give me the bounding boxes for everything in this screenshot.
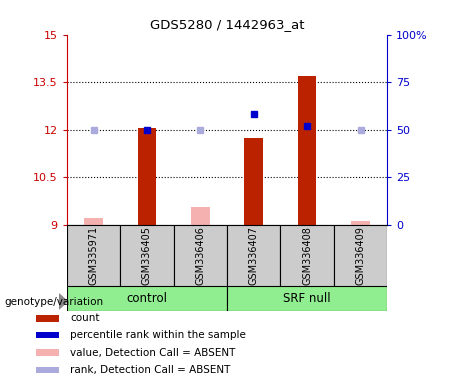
Bar — [67, 286, 227, 311]
Polygon shape — [59, 294, 67, 309]
Text: GSM336408: GSM336408 — [302, 226, 312, 285]
Bar — [334, 225, 387, 286]
Text: GSM336407: GSM336407 — [249, 226, 259, 285]
Bar — [298, 76, 317, 225]
Text: SRF null: SRF null — [284, 292, 331, 305]
Bar — [35, 349, 59, 356]
Text: value, Detection Call = ABSENT: value, Detection Call = ABSENT — [70, 348, 235, 358]
Bar — [35, 367, 59, 373]
Bar — [174, 225, 227, 286]
Text: genotype/variation: genotype/variation — [5, 297, 104, 307]
Bar — [137, 128, 156, 225]
Bar — [120, 225, 174, 286]
Title: GDS5280 / 1442963_at: GDS5280 / 1442963_at — [150, 18, 304, 31]
Bar — [227, 225, 280, 286]
Bar — [227, 286, 387, 311]
Text: GSM336406: GSM336406 — [195, 226, 205, 285]
Bar — [67, 225, 120, 286]
Bar — [35, 315, 59, 322]
Bar — [84, 218, 103, 225]
Text: control: control — [126, 292, 167, 305]
Bar — [351, 222, 370, 225]
Bar — [191, 207, 210, 225]
Text: rank, Detection Call = ABSENT: rank, Detection Call = ABSENT — [70, 365, 230, 375]
Text: GSM336409: GSM336409 — [355, 226, 366, 285]
Bar — [280, 225, 334, 286]
Text: count: count — [70, 313, 100, 323]
Bar — [244, 137, 263, 225]
Bar — [35, 332, 59, 338]
Text: percentile rank within the sample: percentile rank within the sample — [70, 330, 246, 340]
Text: GSM335971: GSM335971 — [89, 226, 99, 285]
Text: GSM336405: GSM336405 — [142, 226, 152, 285]
